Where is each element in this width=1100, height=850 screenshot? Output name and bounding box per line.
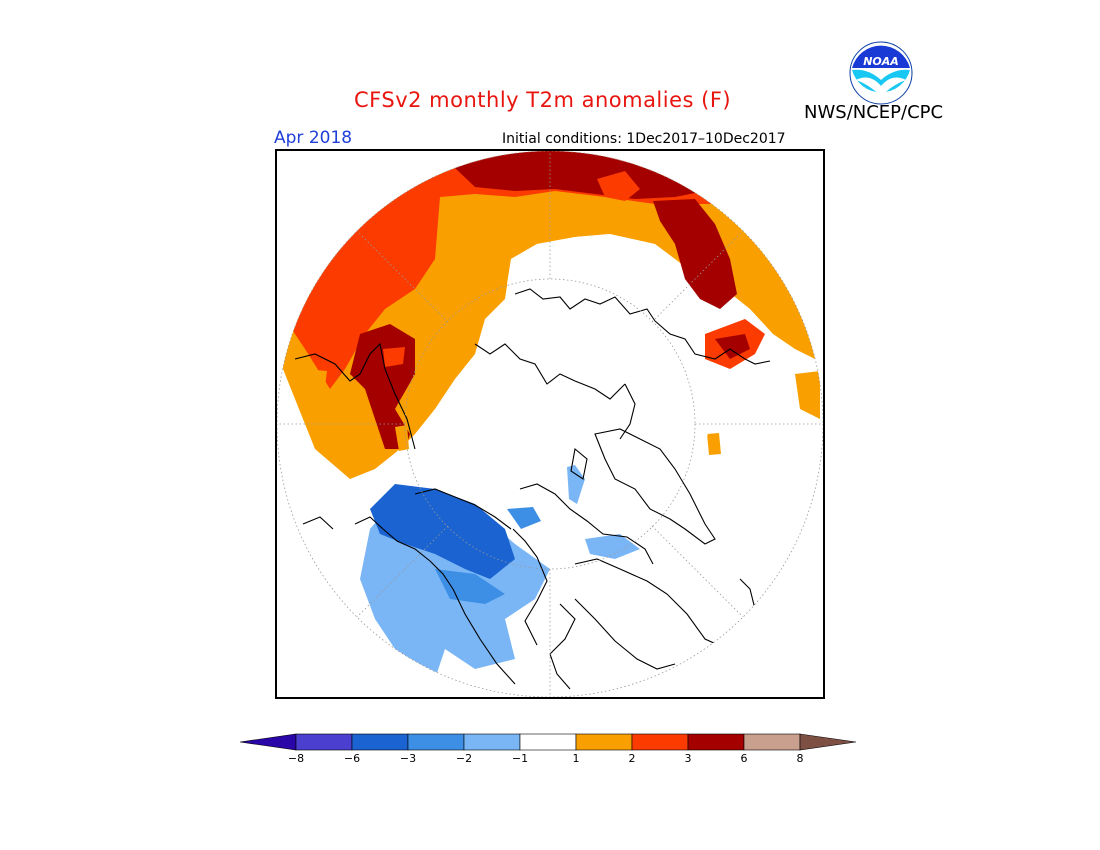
colorbar-segment [687, 733, 745, 751]
colorbar-tick-label: −6 [343, 752, 361, 765]
colorbar-segment [295, 733, 353, 751]
colorbar-tick-label: 3 [684, 752, 692, 765]
logo-text: NOAA [863, 55, 899, 68]
colorbar-arrow-low [239, 733, 297, 751]
near-normal-region [507, 234, 653, 324]
initial-conditions: Initial conditions: 1Dec2017–10Dec2017 [502, 131, 786, 147]
anomaly-red-region [277, 151, 823, 389]
colorbar-tick-label: 1 [572, 752, 580, 765]
colorbar-tick-label: 6 [740, 752, 748, 765]
colorbar-segment [575, 733, 633, 751]
map-title: CFSv2 monthly T2m anomalies (F) [354, 88, 732, 112]
colorbar-tick-label: −2 [455, 752, 473, 765]
colorbar-segment [519, 733, 577, 751]
colorbar-tick-label: 8 [796, 752, 804, 765]
polar-map [275, 149, 825, 699]
forecast-month: Apr 2018 [274, 128, 353, 148]
colorbar-segment [351, 733, 409, 751]
colorbar-segment [631, 733, 689, 751]
colorbar [239, 733, 857, 751]
colorbar-tick-label: −1 [511, 752, 529, 765]
colorbar-arrow-high [799, 733, 857, 751]
colorbar-segment [743, 733, 801, 751]
noaa-logo: NOAA [849, 41, 913, 105]
colorbar-tick-label: −3 [399, 752, 417, 765]
colorbar-tick-label: −8 [287, 752, 305, 765]
colorbar-segment [463, 733, 521, 751]
colorbar-segment [407, 733, 465, 751]
agency-label: NWS/NCEP/CPC [804, 102, 944, 123]
colorbar-tick-label: 2 [628, 752, 636, 765]
